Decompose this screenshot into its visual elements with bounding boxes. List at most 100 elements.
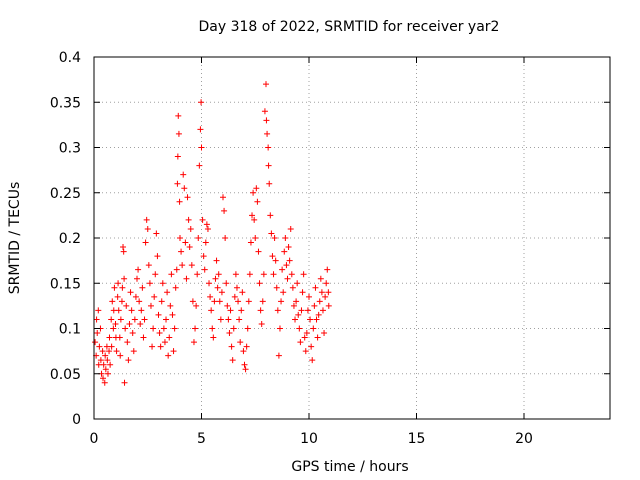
data-point [101,379,108,386]
data-point [157,343,164,350]
data-point [108,316,115,323]
data-point [290,302,297,309]
data-point [275,352,282,359]
data-point [249,212,256,219]
data-point [188,262,195,269]
data-point [203,221,210,228]
y-tick-label: 0.35 [50,95,81,111]
data-point [217,316,224,323]
data-point [283,262,290,269]
data-point [292,316,299,323]
data-point [198,144,205,151]
data-point [146,280,153,287]
data-point [201,266,208,273]
data-point [314,334,321,341]
data-point [321,330,328,337]
data-point [122,325,129,332]
data-point [304,307,311,314]
data-point [220,194,226,201]
data-point [230,325,237,332]
data-point [142,239,149,246]
data-point [255,248,262,255]
data-point [213,257,220,264]
data-point [184,194,191,201]
data-point [200,253,207,260]
data-point [114,293,121,300]
data-point [297,339,304,346]
data-point [251,216,258,223]
data-point [222,235,229,241]
data-point [136,298,143,305]
data-point [175,112,182,119]
data-point [285,244,292,251]
data-point [163,316,170,323]
data-point [209,325,216,332]
data-point [261,108,268,115]
data-point [124,339,131,346]
data-point [206,280,213,287]
data-point [92,339,99,346]
data-point [150,325,157,332]
data-point [117,352,124,359]
data-point [175,130,182,137]
data-point [245,298,252,305]
data-point [147,302,154,309]
data-point [316,298,323,305]
data-point [260,271,267,278]
data-point [173,266,180,273]
data-point [256,280,263,287]
data-point [149,343,156,350]
data-point [223,280,230,287]
x-axis-tick-labels: 0 5 10 15 20 [90,431,533,447]
y-tick-label: 0.15 [50,276,81,292]
data-point [225,316,232,323]
data-point [240,348,247,355]
data-point [215,271,222,278]
data-point [253,185,260,192]
data-point [221,207,228,214]
data-point [265,162,272,169]
data-point [259,298,266,305]
data-point [113,348,120,355]
data-point [100,375,107,382]
data-point [132,293,139,300]
data-point [99,348,106,355]
data-point [145,262,152,269]
data-point [233,284,240,291]
data-point [159,280,166,287]
data-point [171,325,178,332]
y-tick-label: 0.25 [50,186,81,202]
data-point [121,379,128,386]
data-point [263,117,270,124]
data-point [207,293,214,300]
data-point [198,99,205,106]
data-point [311,302,318,309]
data-point [204,225,211,232]
data-point [232,271,239,278]
data-point [309,357,316,364]
data-point [271,235,278,241]
data-point [307,316,314,323]
data-point [266,180,273,187]
y-axis-tick-labels: 0 0.05 0.1 0.15 0.2 0.25 0.3 0.35 0.4 [50,50,81,428]
data-point [109,298,116,305]
data-point [102,366,109,373]
data-point [258,320,265,327]
y-tick-label: 0 [72,412,81,428]
data-point [186,244,193,251]
data-point [238,307,245,314]
data-point [120,244,127,251]
y-tick-label: 0.4 [59,50,81,66]
data-point [294,280,301,287]
data-point [100,361,107,368]
data-point [108,343,115,350]
data-point [202,239,209,246]
data-point [131,316,138,323]
axis-ticks [93,56,610,420]
data-point [165,352,172,359]
data-point [210,334,217,341]
data-point [111,284,118,291]
data-point [293,298,300,305]
data-point [226,330,233,337]
x-tick-label: 5 [197,431,206,447]
